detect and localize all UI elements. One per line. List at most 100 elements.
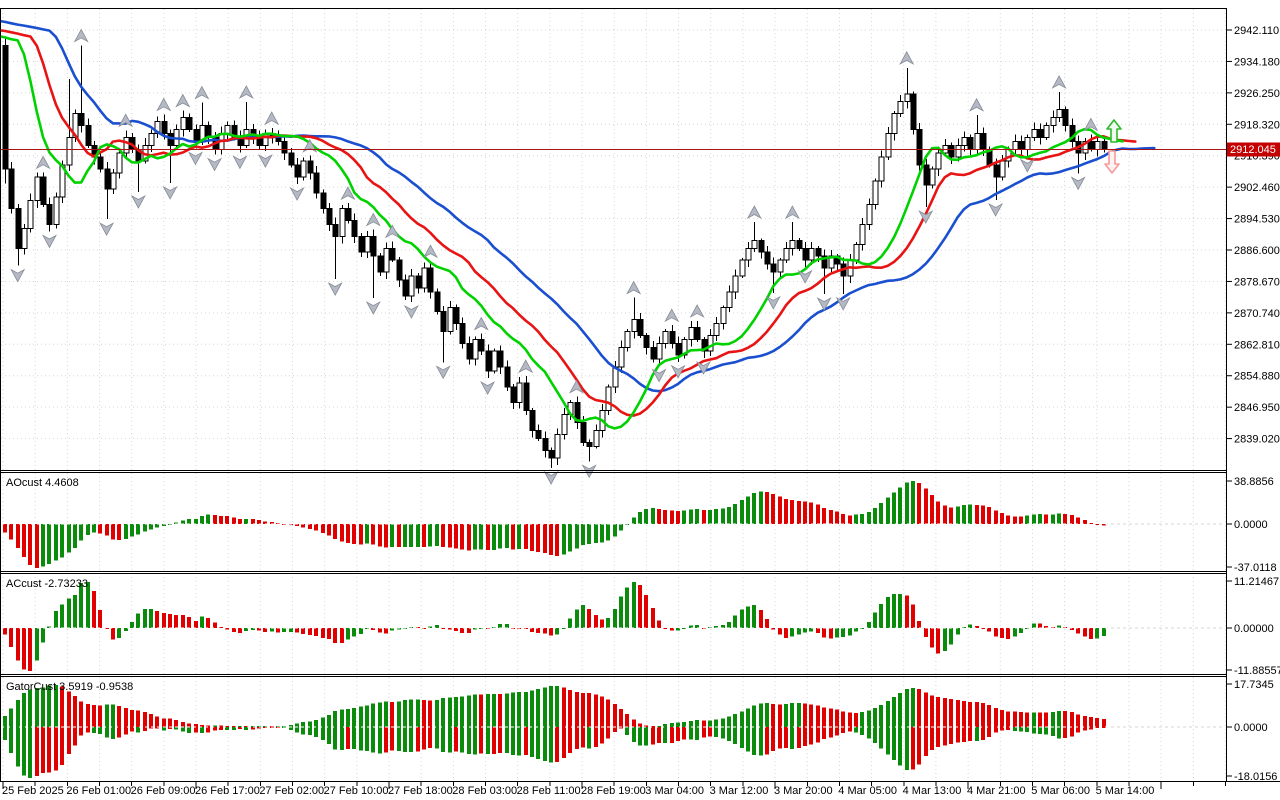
candle — [339, 205, 346, 244]
fractal-up-icon — [473, 316, 489, 331]
candle — [605, 384, 612, 416]
price-axis-label: 2846.950 — [1234, 402, 1280, 414]
candle — [383, 242, 390, 280]
candle — [586, 439, 593, 462]
price-axis-label: 2926.250 — [1234, 88, 1280, 100]
candles — [2, 36, 1108, 468]
candle — [802, 241, 809, 267]
price-axis-label: 2918.320 — [1234, 119, 1280, 131]
candle — [491, 348, 498, 374]
indicator-scale-label: 0.00000 — [1234, 623, 1274, 635]
candle — [542, 431, 549, 458]
buy-signal-arrow-icon — [1106, 119, 1122, 143]
candle — [878, 150, 885, 188]
candle — [97, 152, 104, 173]
fractal-down-icon — [435, 365, 451, 380]
fractal-down-icon — [581, 464, 597, 479]
fractal-down-icon — [543, 471, 559, 485]
fractal-down-icon — [10, 268, 26, 283]
indicator-scale-label: 38.8856 — [1234, 476, 1274, 488]
candle — [364, 230, 371, 258]
candle — [688, 321, 695, 347]
price-axis-label: 2862.810 — [1234, 339, 1280, 351]
fractal-up-icon — [969, 97, 985, 112]
fractal-up-icon — [569, 379, 584, 394]
sell-signal-arrow-icon — [1104, 150, 1120, 174]
fractal-down-icon — [797, 269, 813, 284]
candle — [739, 258, 746, 279]
candle — [764, 245, 771, 270]
candle — [726, 285, 733, 312]
price-axis-label: 2934.180 — [1234, 56, 1280, 68]
candle — [116, 148, 123, 179]
fractal-down-icon — [289, 187, 305, 201]
candle — [732, 269, 739, 299]
candle — [745, 241, 752, 268]
candle — [408, 269, 415, 303]
candle — [1031, 122, 1038, 141]
candle — [345, 203, 352, 224]
indicator-scale-label: -18.0156 — [1234, 771, 1277, 783]
candle — [281, 137, 288, 161]
fractal-down-icon — [232, 155, 248, 170]
panel-borders — [0, 8, 1280, 782]
candle — [897, 95, 904, 117]
price-axis[interactable]: 2942.1102934.1802926.2502918.3202910.390… — [1226, 25, 1280, 783]
candle — [453, 304, 460, 331]
candle — [8, 161, 15, 214]
time-axis-label: 3 Mar 04:00 — [645, 785, 704, 797]
fractal-up-icon — [340, 186, 356, 201]
candle — [529, 407, 536, 438]
candle — [923, 158, 930, 208]
ac-indicator-title: ACcust -2.73233 — [6, 578, 88, 590]
time-axis[interactable]: 25 Feb 2025 26 Feb 01:00 26 Feb 09:00 26 Fe… — [2, 782, 1226, 797]
fractal-down-icon — [696, 361, 711, 375]
fractal-up-icon — [73, 28, 89, 43]
candle — [332, 217, 339, 280]
time-axis-label: 25 Feb 2025 — [2, 785, 64, 797]
fractal-up-icon — [1083, 117, 1099, 132]
candle — [789, 222, 796, 256]
current-price-badge: 2912.045 — [1227, 142, 1280, 157]
fractal-up-icon — [194, 85, 210, 100]
candle — [85, 118, 92, 148]
fractal-up-icon — [264, 111, 280, 126]
indicator-scale-label: -11.88557 — [1234, 665, 1280, 677]
candle — [535, 424, 542, 442]
candle — [656, 336, 663, 366]
time-axis-label: 3 Mar 20:00 — [774, 785, 833, 797]
candle — [370, 229, 377, 299]
fractal-up-icon — [626, 280, 642, 295]
time-axis-label: 27 Feb 02:00 — [259, 785, 324, 797]
candle — [866, 198, 873, 231]
time-axis-label: 3 Mar 12:00 — [710, 785, 769, 797]
fractal-up-icon — [1051, 75, 1067, 89]
candle — [808, 241, 815, 265]
candle — [593, 424, 600, 449]
candle — [180, 110, 187, 137]
candle — [777, 258, 784, 279]
price-axis-label: 2839.020 — [1234, 434, 1280, 446]
fractal-up-icon — [365, 212, 381, 227]
candle — [440, 305, 447, 363]
candle — [872, 178, 879, 210]
fractal-up-icon — [518, 359, 534, 374]
candle — [1037, 123, 1044, 145]
candle — [110, 168, 117, 194]
candle — [294, 158, 301, 185]
candle — [554, 428, 561, 465]
candle — [421, 262, 428, 293]
lips-moving-average-line — [0, 35, 1124, 430]
candle — [148, 129, 155, 153]
time-axis-label: 28 Feb 03:00 — [452, 785, 517, 797]
fractal-up-icon — [156, 97, 172, 112]
indicator-scale-label: 11.21467 — [1234, 576, 1279, 588]
fractal-down-icon — [162, 185, 178, 200]
time-axis-label: 4 Mar 05:00 — [838, 785, 897, 797]
time-axis-label: 26 Feb 17:00 — [195, 785, 260, 797]
candle — [669, 325, 676, 349]
candle — [1062, 106, 1069, 132]
indicator-scale-label: -37.0118 — [1234, 562, 1277, 574]
